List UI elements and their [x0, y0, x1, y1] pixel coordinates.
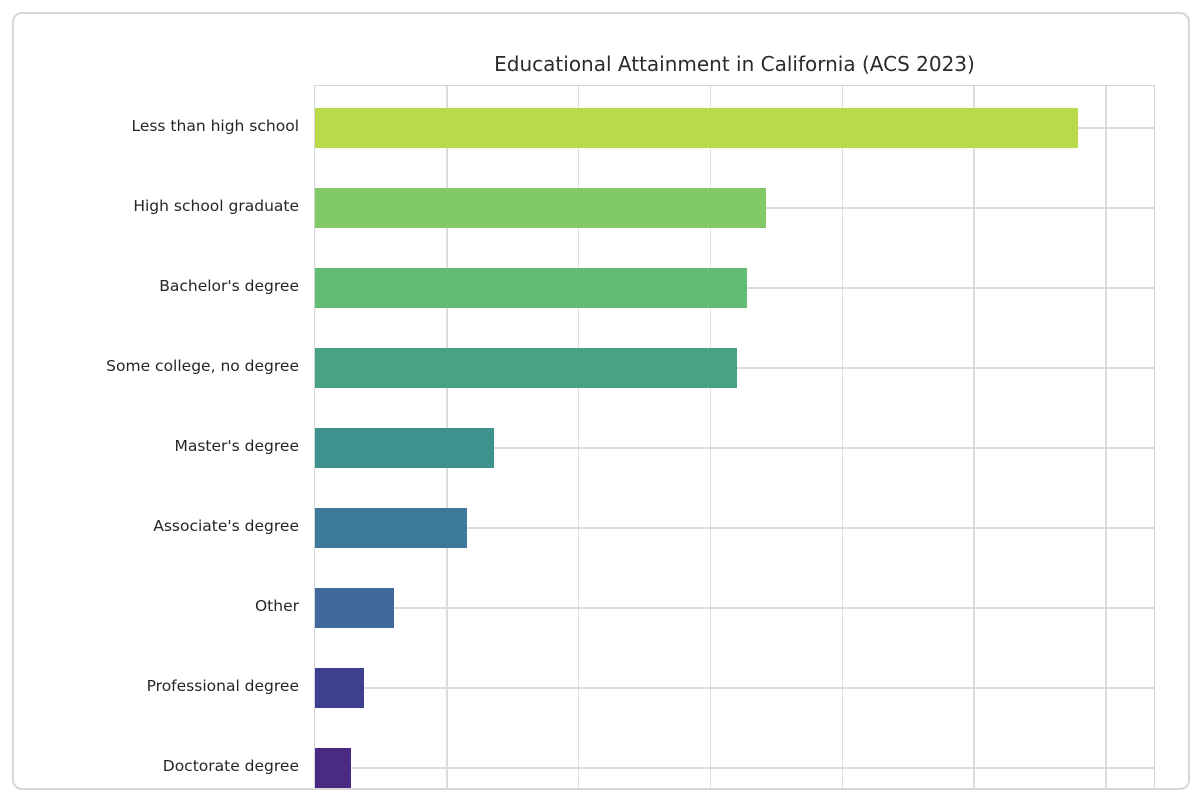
y-tick-label: Other	[254, 597, 299, 615]
y-tick-label: High school graduate	[133, 197, 299, 215]
x-gridline	[709, 86, 712, 788]
bar-associate-s-degree	[315, 508, 467, 548]
chart-title: Educational Attainment in California (AC…	[494, 52, 975, 76]
y-tick-label: Less than high school	[131, 117, 299, 135]
x-gridline	[973, 86, 975, 788]
y-tick-label: Master's degree	[174, 437, 299, 455]
bar-bachelor-s-degree	[315, 268, 748, 308]
y-gridline	[315, 527, 1154, 529]
x-gridline	[1105, 86, 1107, 788]
y-tick-label: Some college, no degree	[106, 357, 299, 375]
y-gridline	[315, 607, 1154, 609]
plot-area	[314, 85, 1155, 788]
y-gridline	[315, 767, 1154, 769]
y-tick-label: Bachelor's degree	[159, 277, 299, 295]
bar-less-than-high-school	[315, 108, 1079, 148]
x-gridline	[841, 86, 844, 788]
x-gridline	[577, 86, 580, 788]
bar-master-s-degree	[315, 428, 495, 468]
chart-card: Educational Attainment in California (AC…	[12, 12, 1190, 790]
y-tick-label: Associate's degree	[153, 517, 299, 535]
bar-professional-degree	[315, 668, 364, 708]
y-gridline	[315, 447, 1154, 449]
bar-some-college-no-degree	[315, 348, 737, 388]
y-tick-label: Doctorate degree	[162, 757, 299, 775]
bar-doctorate-degree	[315, 748, 351, 788]
y-gridline	[315, 687, 1154, 689]
bar-high-school-graduate	[315, 188, 766, 228]
y-tick-label: Professional degree	[146, 677, 299, 695]
bar-other	[315, 588, 395, 628]
